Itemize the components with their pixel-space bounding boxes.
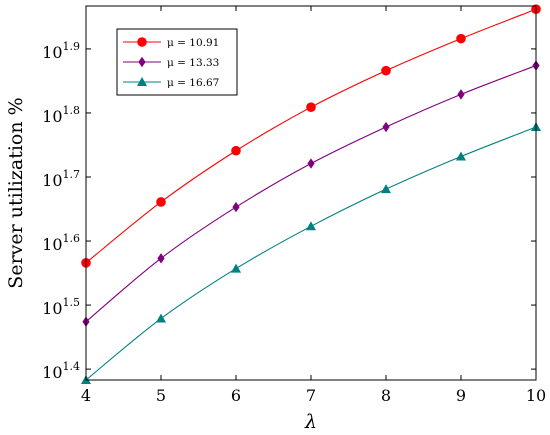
data-point	[157, 253, 165, 264]
y-tick-label: 101.8	[42, 104, 80, 126]
legend-item: μ = 10.91	[123, 37, 219, 49]
x-tick-label: 8	[381, 386, 391, 405]
data-point	[306, 102, 316, 112]
plot-frame	[85, 5, 537, 381]
x-tick-label: 7	[306, 386, 316, 405]
data-point	[307, 158, 315, 169]
legend-marker	[138, 56, 146, 68]
legend-label: μ = 13.33	[167, 57, 219, 69]
legend-item: μ = 16.67	[123, 77, 219, 89]
y-tick-label: 101.7	[42, 168, 80, 190]
data-point	[381, 65, 391, 76]
legend: μ = 10.91 μ = 13.33 μ = 16.67	[116, 28, 238, 96]
legend-marker	[137, 77, 147, 86]
data-point	[456, 151, 466, 161]
x-tick-label: 5	[156, 386, 166, 405]
legend-label: μ = 10.91	[167, 37, 219, 49]
x-tick-label: 9	[456, 386, 466, 405]
data-point	[231, 145, 241, 156]
x-tick-label: 4	[81, 386, 91, 405]
series-group	[81, 4, 541, 384]
data-point	[231, 263, 241, 273]
y-tick-label: 101.6	[42, 232, 80, 254]
y-tick-label: 101.9	[42, 40, 80, 62]
data-point	[382, 121, 390, 133]
y-tick-label: 101.5	[42, 296, 80, 318]
data-point	[456, 33, 466, 44]
data-point	[306, 221, 316, 231]
data-point	[457, 89, 465, 100]
data-point	[232, 201, 240, 213]
x-axis-label: λ	[304, 411, 317, 433]
y-tick-label: 101.4	[42, 360, 80, 382]
x-tick-label: 6	[231, 386, 241, 405]
data-point	[156, 197, 166, 207]
series-circle	[81, 4, 541, 268]
axis-ticks: 4 5 6 7 8 9 10 101.4 101.5 101.6 101.7 101.8 101.9	[42, 6, 546, 405]
series-diamond	[82, 60, 540, 327]
legend-label: μ = 16.67	[167, 77, 219, 89]
legend-marker	[137, 37, 147, 47]
legend-item: μ = 13.33	[123, 56, 219, 69]
series-triangle	[81, 122, 541, 384]
x-tick-label: 10	[526, 386, 546, 405]
y-axis-label: Server utilization %	[5, 97, 27, 288]
data-point	[381, 184, 391, 194]
data-point	[156, 313, 166, 323]
